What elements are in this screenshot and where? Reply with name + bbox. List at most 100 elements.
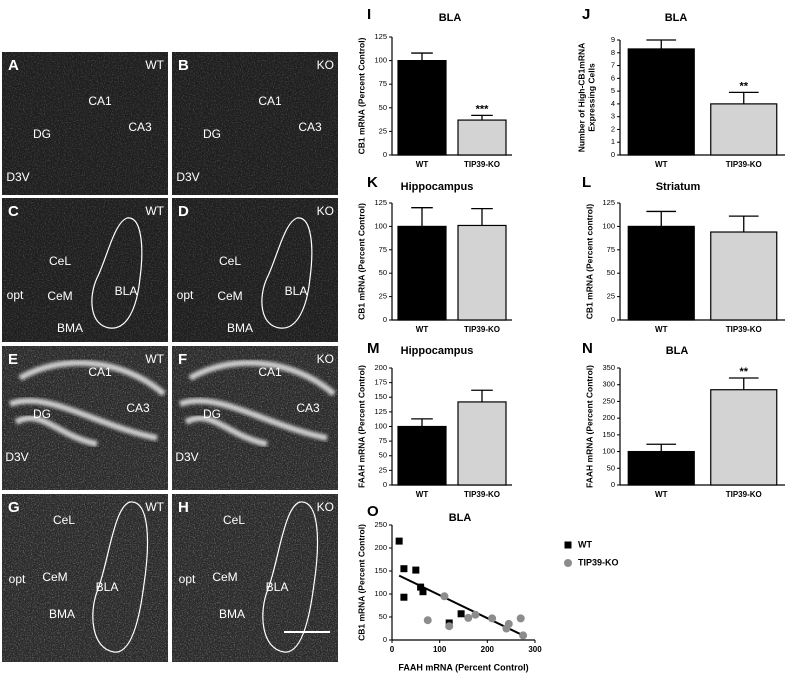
region-label: D3V <box>176 170 199 184</box>
region-label: D3V <box>5 450 28 464</box>
chart-title: Hippocampus <box>401 345 474 357</box>
region-label: BLA <box>96 580 119 594</box>
error-bar <box>471 389 493 402</box>
y-tick-label: 3 <box>611 112 615 121</box>
point <box>445 622 454 631</box>
region-label: opt <box>9 572 26 586</box>
cell-layer <box>188 359 336 397</box>
y-tick-label: 50 <box>379 451 387 460</box>
y-axis-label: Expressing Cells <box>586 63 596 132</box>
y-tick-label: 0 <box>611 315 615 324</box>
y-tick-label: 9 <box>611 35 615 44</box>
micrograph: E WT CA1 CA3 DG D3V <box>2 346 168 490</box>
y-axis-label: CB1 mRNA (Percent Control) <box>356 203 366 320</box>
region-label: CeL <box>49 254 71 268</box>
y-tick-label: 50 <box>379 612 387 621</box>
genotype-label: WT <box>145 58 164 72</box>
micrograph-texture <box>172 494 338 662</box>
y-tick-label: 0 <box>383 150 387 159</box>
region-label: CeM <box>47 289 72 303</box>
region-label: DG <box>203 407 221 421</box>
y-tick-label: 7 <box>611 61 615 70</box>
genotype-label: WT <box>145 204 164 218</box>
point <box>412 566 420 574</box>
panel-letter: M <box>367 340 380 357</box>
bla-outline <box>261 217 313 329</box>
error-bar <box>471 207 493 226</box>
x-tick-label: 200 <box>481 645 495 654</box>
x-tick-label: WT <box>655 160 668 169</box>
point <box>419 588 427 596</box>
panel-letter: B <box>178 57 189 74</box>
region-label: CA1 <box>258 365 282 379</box>
region-label: BMA <box>57 321 83 335</box>
x-tick-label: TIP39-KO <box>726 490 762 499</box>
panel-letter: K <box>367 174 378 191</box>
region-label: BLA <box>285 284 308 298</box>
y-axis-label: Number of High-CB1mRNA <box>576 43 586 153</box>
y-tick-label: 75 <box>379 436 387 445</box>
cell-layer <box>8 397 158 441</box>
x-tick-label: WT <box>416 160 429 169</box>
y-tick-label: 125 <box>374 32 387 41</box>
y-tick-label: 0 <box>383 635 387 644</box>
x-tick-label: TIP39-KO <box>464 490 500 499</box>
y-tick-label: 4 <box>611 99 615 108</box>
micrograph-texture <box>172 52 338 195</box>
bla-outline <box>262 501 319 653</box>
x-tick-label: WT <box>655 490 668 499</box>
point <box>464 613 473 622</box>
error-bar <box>646 39 677 49</box>
y-axis-label: FAAH mRNA (Percent Control) <box>356 365 366 488</box>
error-bar <box>411 418 433 427</box>
significance-label: ** <box>739 366 748 378</box>
x-tick-label: 300 <box>528 645 542 654</box>
x-tick-label: WT <box>416 325 429 334</box>
y-tick-label: 200 <box>374 543 387 552</box>
point <box>471 610 480 619</box>
y-tick-label: 0 <box>611 480 615 489</box>
region-label: CA3 <box>126 401 150 415</box>
chart-title: Hippocampus <box>401 181 474 193</box>
micrograph-texture <box>2 494 168 662</box>
y-tick-label: 100 <box>374 221 387 230</box>
region-label: CeM <box>42 570 67 584</box>
bar <box>397 425 447 486</box>
panel-letter: J <box>582 6 590 23</box>
y-tick-label: 150 <box>374 566 387 575</box>
panel-letter: O <box>367 503 379 520</box>
y-tick-label: 25 <box>379 465 387 474</box>
significance-label: *** <box>476 103 490 115</box>
x-tick-label: TIP39-KO <box>726 325 762 334</box>
region-label: CeL <box>219 254 241 268</box>
panel-letter: F <box>178 351 187 368</box>
micrograph: A WT CA1 CA3 DG D3V <box>2 52 168 195</box>
point <box>488 614 497 623</box>
error-bar <box>471 114 493 121</box>
panel-letter: G <box>8 499 20 516</box>
y-tick-label: 50 <box>607 268 615 277</box>
point <box>417 583 425 591</box>
region-label: DG <box>33 407 51 421</box>
micrograph-texture <box>2 52 168 195</box>
region-label: CeL <box>223 513 245 527</box>
legend-label: WT <box>578 539 592 549</box>
x-tick-label: WT <box>416 490 429 499</box>
region-label: D3V <box>6 170 29 184</box>
y-axis-label: CB1 mRNA (Percent control) <box>584 204 594 320</box>
region-label: BLA <box>266 580 289 594</box>
bar <box>397 225 447 321</box>
bla-outline <box>92 501 149 653</box>
y-tick-label: 125 <box>374 407 387 416</box>
bar <box>627 225 695 321</box>
micrograph: C WT CeL CeM BLA BMA opt <box>2 198 168 342</box>
x-tick-label: TIP39-KO <box>464 325 500 334</box>
chart-title: Striatum <box>656 181 701 193</box>
micrograph: B KO CA1 CA3 DG D3V <box>172 52 338 195</box>
region-label: opt <box>179 572 196 586</box>
region-label: CA1 <box>88 365 112 379</box>
point <box>423 616 432 625</box>
point <box>440 592 449 601</box>
